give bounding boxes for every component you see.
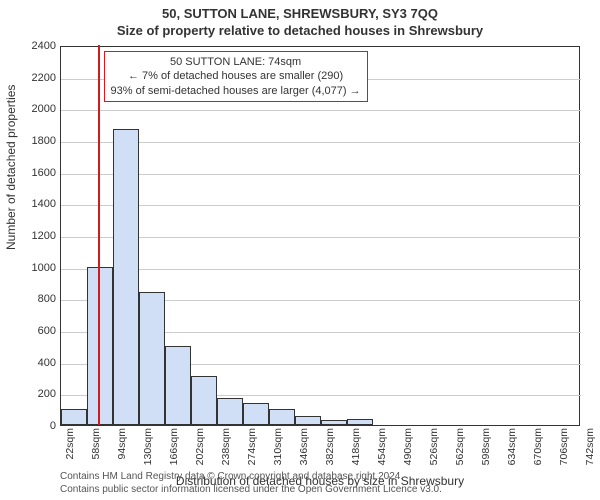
histogram-bar — [113, 129, 139, 425]
x-tick-label: 166sqm — [168, 428, 180, 465]
y-tick-label: 2200 — [20, 72, 56, 84]
chart-container: 50 SUTTON LANE: 74sqm← 7% of detached ho… — [60, 46, 580, 426]
histogram-bar — [191, 376, 217, 425]
gridline — [61, 174, 581, 175]
y-tick-label: 1600 — [20, 167, 56, 179]
histogram-bar — [139, 292, 165, 425]
histogram-bar — [217, 398, 243, 425]
gridline — [61, 205, 581, 206]
x-tick-label: 22sqm — [64, 428, 76, 460]
reference-line — [98, 45, 100, 425]
annotation-line: 93% of semi-detached houses are larger (… — [111, 84, 361, 98]
gridline — [61, 237, 581, 238]
x-tick-label: 274sqm — [246, 428, 258, 465]
chart-title-sub: Size of property relative to detached ho… — [0, 21, 600, 42]
footnote-line-2: Contains public sector information licen… — [60, 484, 442, 495]
x-tick-label: 706sqm — [558, 428, 570, 465]
x-tick-label: 526sqm — [428, 428, 440, 465]
x-tick-label: 562sqm — [454, 428, 466, 465]
histogram-bar — [87, 267, 113, 425]
x-tick-label: 94sqm — [116, 428, 128, 460]
y-tick-label: 0 — [20, 420, 56, 432]
x-tick-label: 598sqm — [480, 428, 492, 465]
y-tick-label: 200 — [20, 388, 56, 400]
annotation-line: ← 7% of detached houses are smaller (290… — [111, 69, 361, 83]
x-tick-label: 670sqm — [532, 428, 544, 465]
x-tick-label: 346sqm — [298, 428, 310, 465]
histogram-bar — [165, 346, 191, 425]
y-tick-label: 2400 — [20, 40, 56, 52]
gridline — [61, 142, 581, 143]
y-axis-label: Number of detached properties — [4, 85, 18, 250]
histogram-bar — [243, 403, 269, 425]
y-tick-label: 600 — [20, 325, 56, 337]
y-tick-label: 800 — [20, 293, 56, 305]
x-tick-label: 418sqm — [350, 428, 362, 465]
x-tick-label: 742sqm — [584, 428, 596, 465]
chart-title-main: 50, SUTTON LANE, SHREWSBURY, SY3 7QQ — [0, 0, 600, 21]
x-tick-label: 310sqm — [272, 428, 284, 465]
y-tick-label: 2000 — [20, 103, 56, 115]
histogram-bar — [321, 420, 347, 425]
x-tick-label: 130sqm — [142, 428, 154, 465]
y-tick-label: 1200 — [20, 230, 56, 242]
y-tick-label: 400 — [20, 357, 56, 369]
gridline — [61, 269, 581, 270]
y-tick-label: 1400 — [20, 198, 56, 210]
annotation-line: 50 SUTTON LANE: 74sqm — [111, 55, 361, 69]
x-tick-label: 382sqm — [324, 428, 336, 465]
histogram-bar — [269, 409, 295, 425]
footnote: Contains HM Land Registry data © Crown c… — [60, 471, 442, 496]
x-tick-label: 454sqm — [376, 428, 388, 465]
plot-area: 50 SUTTON LANE: 74sqm← 7% of detached ho… — [60, 46, 580, 426]
footnote-line-1: Contains HM Land Registry data © Crown c… — [60, 471, 403, 482]
x-tick-label: 490sqm — [402, 428, 414, 465]
gridline — [61, 110, 581, 111]
x-tick-label: 202sqm — [194, 428, 206, 465]
y-tick-label: 1800 — [20, 135, 56, 147]
histogram-bar — [61, 409, 87, 425]
y-tick-label: 1000 — [20, 262, 56, 274]
x-tick-label: 58sqm — [90, 428, 102, 460]
annotation-box: 50 SUTTON LANE: 74sqm← 7% of detached ho… — [104, 51, 368, 102]
x-tick-label: 634sqm — [506, 428, 518, 465]
histogram-bar — [295, 416, 321, 426]
histogram-bar — [347, 419, 373, 425]
x-tick-label: 238sqm — [220, 428, 232, 465]
